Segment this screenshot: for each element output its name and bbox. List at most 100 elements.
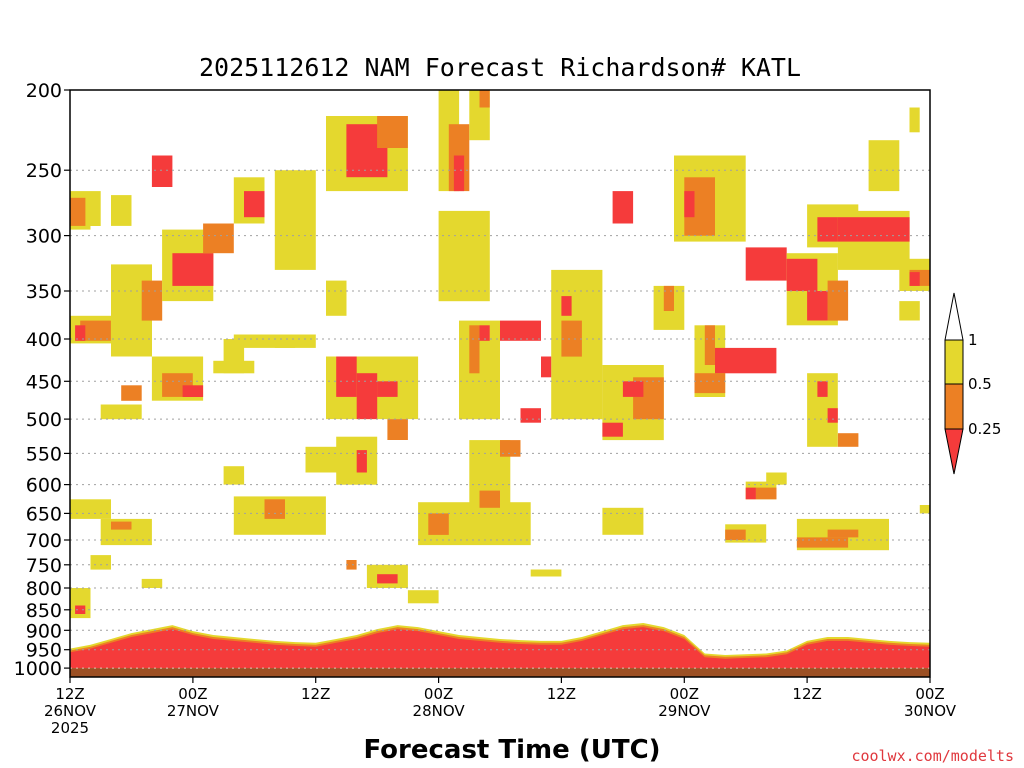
ri-patch-low: [377, 574, 398, 584]
ri-patch-high: [90, 191, 101, 226]
x-tick-label: 26NOV: [44, 702, 97, 720]
ri-patch-mid: [377, 116, 408, 148]
ri-patch-high: [223, 466, 245, 485]
ri-patch-low: [377, 381, 398, 397]
x-tick-label: 00Z: [424, 685, 453, 703]
ri-patch-mid: [203, 223, 234, 254]
x-tick-label: 27NOV: [167, 702, 220, 720]
ri-patch-low: [75, 605, 86, 614]
chart-title: 2025112612 NAM Forecast Richardson# KATL: [199, 53, 801, 82]
legend-label: 0.5: [968, 375, 992, 393]
y-tick-label: 750: [26, 555, 62, 577]
ri-patch-low: [807, 291, 828, 321]
boundary-layer-core: [70, 627, 930, 669]
ri-patch-mid: [827, 529, 859, 538]
ri-patch-mid: [428, 513, 449, 535]
colorbar-legend: 1 0.5 0.25: [944, 292, 1001, 475]
ri-patch-low: [827, 408, 838, 423]
ri-patch-low: [786, 258, 818, 291]
y-tick-label: 800: [26, 578, 62, 600]
credit-link[interactable]: coolwx.com/modelts: [851, 747, 1014, 765]
ri-patch-high: [407, 590, 439, 604]
ri-patch-mid: [479, 490, 500, 508]
ri-patch-low: [172, 253, 214, 286]
x-tick-label: 12Z: [301, 685, 330, 703]
ri-patch-low: [715, 347, 777, 374]
ri-patch-low: [541, 356, 552, 378]
y-tick-label: 300: [26, 226, 62, 248]
x-axis-label: Forecast Time (UTC): [363, 735, 660, 765]
x-tick-label: 00Z: [670, 685, 699, 703]
ri-patch-high: [766, 472, 787, 485]
ri-patch-mid: [264, 499, 285, 519]
ri-patch-high: [305, 446, 357, 473]
y-tick-label: 500: [26, 409, 62, 431]
ri-patch-low: [520, 408, 541, 423]
ri-patch-high: [141, 578, 163, 588]
plot-frame: [69, 89, 931, 678]
ri-patch-mid: [663, 285, 674, 311]
plot-area: [69, 89, 931, 678]
y-tick-label: 700: [26, 530, 62, 552]
ri-patch-mid: [704, 325, 715, 365]
richardson-patches: [70, 90, 930, 619]
ri-patch-high: [919, 505, 930, 514]
boundary-layer: [70, 623, 930, 677]
ri-patch-high: [111, 195, 132, 226]
ri-patch-high: [438, 210, 490, 302]
x-tick-label: 00Z: [915, 685, 944, 703]
y-tick-label: 400: [26, 329, 62, 351]
ri-patch-low: [500, 320, 521, 341]
ri-patch-low: [837, 217, 910, 242]
ri-patch-low: [817, 381, 828, 397]
ri-patch-high: [90, 555, 111, 570]
ri-patch-mid: [80, 320, 111, 341]
ri-patch-mid: [796, 537, 849, 548]
ri-patch-high: [274, 334, 316, 348]
ri-patch-low: [75, 325, 86, 341]
ri-patch-high: [100, 404, 142, 420]
y-tick-label: 650: [26, 503, 62, 525]
ri-patch-mid: [70, 197, 86, 226]
ri-patch-mid: [479, 90, 490, 108]
x-tick-label: 29NOV: [658, 702, 711, 720]
ri-patch-mid: [141, 280, 163, 321]
legend-label: 1: [968, 331, 978, 349]
ri-patch-high: [213, 360, 255, 374]
ri-patch-low: [612, 191, 634, 224]
x-tick-label: 30NOV: [904, 702, 957, 720]
x-tick-label: 28NOV: [413, 702, 466, 720]
ri-patch-low: [479, 325, 490, 341]
y-tick-label: 550: [26, 443, 62, 465]
ri-patch-low: [745, 487, 756, 500]
ri-patch-low: [151, 155, 173, 187]
ground-layer: [70, 668, 930, 677]
ri-patch-low: [602, 422, 623, 437]
ri-patch-high: [909, 107, 920, 133]
ri-patch-low: [453, 155, 465, 192]
legend-bottom-arrow: [944, 428, 964, 475]
ri-patch-high: [899, 301, 920, 321]
ri-patch-high: [70, 499, 111, 519]
ri-patch-mid: [837, 433, 859, 447]
ri-patch-mid: [725, 529, 746, 540]
ri-patch-mid: [694, 373, 726, 394]
y-tick-label: 950: [26, 640, 62, 662]
x-tick-label: 12Z: [547, 685, 576, 703]
legend-label: 0.25: [968, 420, 1001, 438]
ri-patch-mid: [827, 280, 849, 321]
ri-patch-mid: [756, 487, 777, 500]
ri-patch-mid: [121, 385, 142, 401]
ri-patch-low: [336, 356, 357, 397]
ri-patch-low: [622, 381, 644, 397]
y-tick-label: 850: [26, 600, 62, 622]
x-tick-label: 12Z: [55, 685, 84, 703]
y-tick-label: 600: [26, 475, 62, 497]
ri-patch-low: [356, 373, 378, 420]
ri-patch-low: [684, 191, 695, 218]
y-tick-label: 200: [26, 80, 62, 102]
ri-patch-high: [469, 440, 511, 540]
ri-patch-mid: [387, 419, 408, 440]
